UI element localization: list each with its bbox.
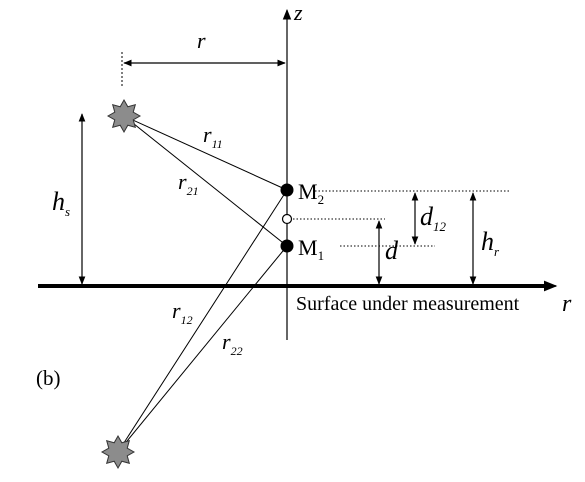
surface-label: Surface under measurement xyxy=(296,293,520,315)
ray-r22 xyxy=(117,245,288,453)
midpoint-open-circle xyxy=(281,213,293,225)
ray-r11-label: r11 xyxy=(203,122,223,151)
upper-source-star-icon xyxy=(106,98,142,134)
d12-label: d12 xyxy=(420,202,447,234)
image-source-star-icon xyxy=(100,434,136,470)
m2-label: M2 xyxy=(298,179,324,207)
panel-label: (b) xyxy=(36,366,61,390)
m1-point xyxy=(280,239,294,253)
ray-r21-label: r21 xyxy=(178,169,199,198)
r-dimension-label: r xyxy=(197,28,206,53)
hr-label: hr xyxy=(481,227,500,259)
ray-r22-label: r22 xyxy=(222,329,243,358)
z-axis-label: z xyxy=(293,0,303,25)
ray-r12-label: r12 xyxy=(172,298,193,327)
d-label: d xyxy=(385,236,399,265)
ray-r11 xyxy=(123,115,288,191)
hs-label: hs xyxy=(52,187,70,219)
m1-label: M1 xyxy=(298,235,324,263)
r-axis-label: r xyxy=(562,291,572,317)
m2-point xyxy=(280,183,294,197)
ray-r12 xyxy=(117,189,288,453)
ray-r21 xyxy=(123,115,288,247)
